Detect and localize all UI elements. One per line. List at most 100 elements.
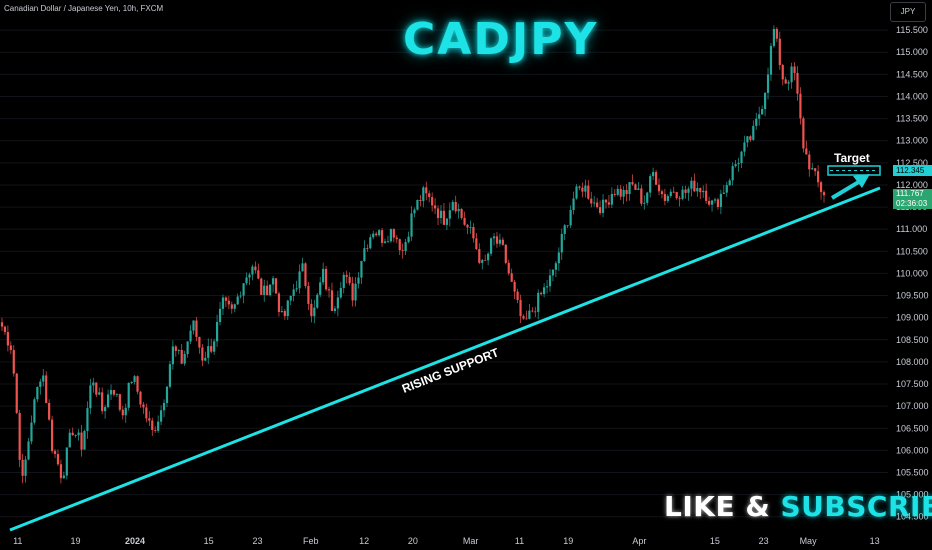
candle-body xyxy=(628,182,631,195)
candle-body xyxy=(454,201,457,212)
candle-body xyxy=(286,300,289,317)
candle-body xyxy=(525,318,528,320)
candle-body xyxy=(27,441,30,460)
candle-body xyxy=(363,248,366,262)
candle-body xyxy=(392,229,395,238)
candle-body xyxy=(728,180,731,186)
candle-body xyxy=(740,151,743,164)
candle-body xyxy=(422,187,425,202)
candle-body xyxy=(631,182,634,185)
candle-body xyxy=(77,432,80,436)
candle-body xyxy=(772,28,776,46)
candle-body xyxy=(684,189,687,193)
candle-body xyxy=(693,180,696,192)
candle-body xyxy=(366,248,369,249)
candle-body xyxy=(360,261,363,278)
candle-body xyxy=(419,199,422,202)
candle-body xyxy=(545,286,549,288)
candle-body xyxy=(811,168,814,170)
candle-body xyxy=(71,432,74,436)
candle-body xyxy=(215,321,219,342)
candle-body xyxy=(154,430,157,431)
candle-body xyxy=(380,230,384,243)
candle-body xyxy=(289,295,292,301)
candle-body xyxy=(210,346,213,352)
y-tick-label: 108.500 xyxy=(896,335,929,345)
candle-body xyxy=(436,208,440,219)
y-tick-label: 109.000 xyxy=(896,313,929,323)
candle-body xyxy=(775,28,778,39)
candle-body xyxy=(593,202,596,204)
candle-body xyxy=(569,210,572,226)
subscribe-text: SUBSCRIBE xyxy=(780,490,932,523)
candle-body xyxy=(819,182,823,193)
candle-body xyxy=(410,213,413,237)
candle-body xyxy=(45,375,48,403)
x-tick-label: 23 xyxy=(759,536,769,546)
candle-body xyxy=(793,66,796,73)
candle-body xyxy=(513,281,516,292)
candle-body xyxy=(519,300,522,317)
candle-body xyxy=(463,217,466,225)
candle-body xyxy=(24,459,27,476)
candle-body xyxy=(669,191,672,196)
candle-body xyxy=(159,410,163,422)
candle-body xyxy=(345,274,348,277)
candle-body xyxy=(652,172,655,177)
x-tick-label: Feb xyxy=(303,536,319,546)
candle-body xyxy=(18,412,21,460)
candle-body xyxy=(121,409,124,416)
candle-body xyxy=(601,199,605,213)
candle-body xyxy=(115,394,119,395)
candle-body xyxy=(248,274,251,278)
candle-body xyxy=(12,349,15,374)
candle-body xyxy=(83,430,86,450)
candle-body xyxy=(195,320,198,337)
candle-body xyxy=(271,278,275,285)
candle-body xyxy=(142,404,145,408)
candle-body xyxy=(581,187,584,192)
candle-body xyxy=(357,277,360,284)
candle-body xyxy=(80,432,83,450)
candle-body xyxy=(136,376,139,392)
candle-body xyxy=(657,184,661,192)
candle-body xyxy=(98,392,101,395)
candle-body xyxy=(33,399,36,423)
candle-body xyxy=(489,238,493,254)
like-text: LIKE & xyxy=(664,490,781,523)
candle-body xyxy=(104,407,107,412)
candle-body xyxy=(95,382,98,395)
y-tick-label: 107.500 xyxy=(896,379,929,389)
currency-button[interactable]: JPY xyxy=(890,2,926,22)
candle-body xyxy=(316,294,319,308)
candle-body xyxy=(339,287,342,298)
y-tick-label: 109.500 xyxy=(896,291,929,301)
candle-body xyxy=(610,193,613,205)
y-tick-label: 115.500 xyxy=(896,25,928,35)
candle-body xyxy=(643,202,646,204)
candle-body xyxy=(702,190,705,193)
candle-body xyxy=(162,402,166,411)
candle-body xyxy=(572,198,575,211)
candle-body xyxy=(799,93,802,119)
candle-body xyxy=(106,394,110,408)
candle-body xyxy=(336,297,339,309)
candle-body xyxy=(53,450,57,455)
x-tick-label: 13 xyxy=(870,536,880,546)
candle-body xyxy=(584,185,587,192)
candle-body xyxy=(157,421,160,431)
candle-body xyxy=(263,285,266,295)
candle-body xyxy=(404,242,407,252)
candle-body xyxy=(233,304,236,309)
candle-body xyxy=(596,202,599,208)
candle-body xyxy=(543,287,546,295)
candle-body xyxy=(407,236,410,243)
candle-body xyxy=(313,307,316,317)
candle-body xyxy=(39,381,42,387)
candle-body xyxy=(221,297,225,309)
candle-body xyxy=(498,239,502,244)
candle-body xyxy=(472,226,475,239)
candle-body xyxy=(696,188,699,192)
candle-body xyxy=(139,391,142,405)
